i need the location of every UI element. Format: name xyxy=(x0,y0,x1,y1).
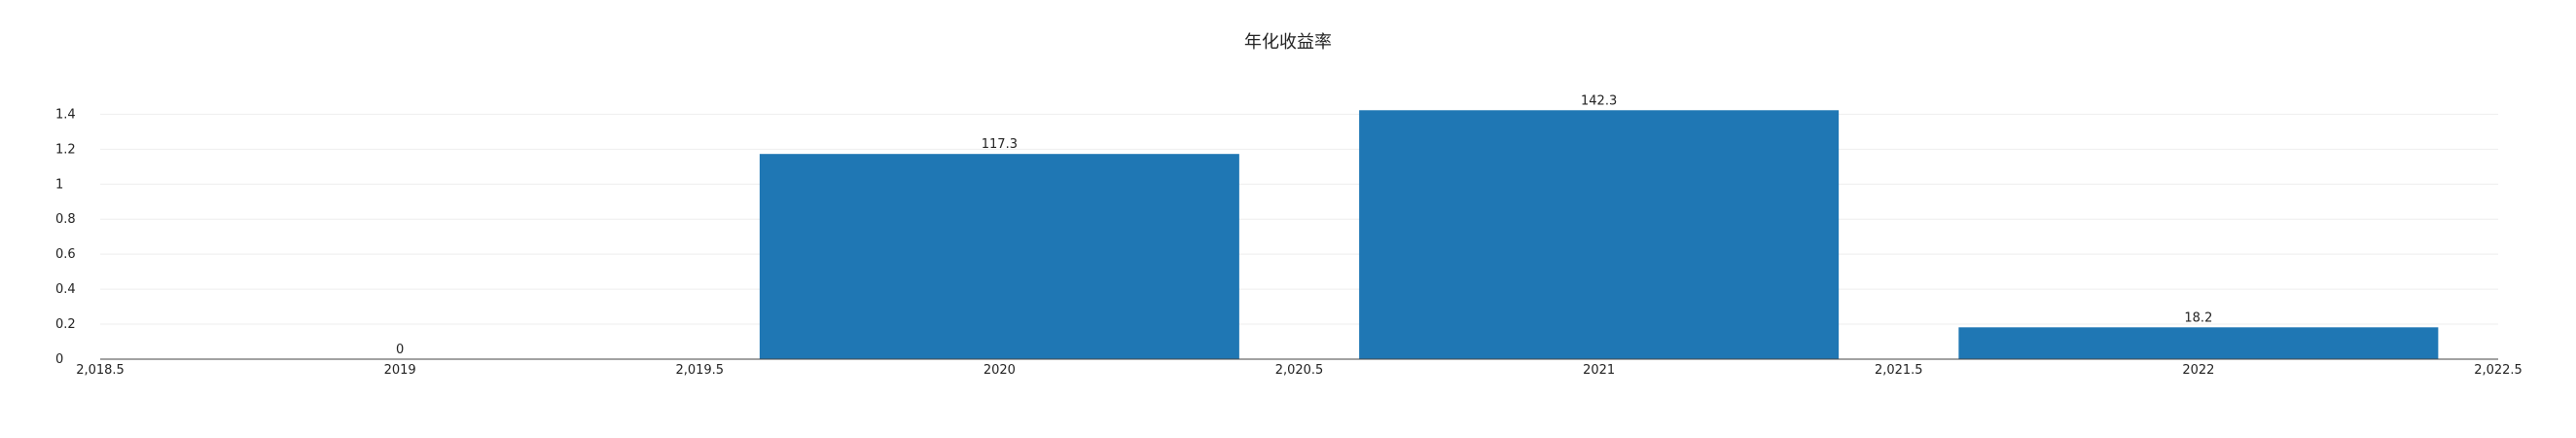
data-labels: 0 117.3 142.3 18.2 xyxy=(396,93,2212,357)
y-tick-label-4: 0.8 xyxy=(55,212,76,227)
x-tick-label-6: 2,021.5 xyxy=(1875,363,1923,378)
y-tick-label-7: 1.4 xyxy=(55,107,76,122)
data-label-2019: 0 xyxy=(396,343,404,357)
x-tick-label-3: 2020 xyxy=(984,363,1016,378)
y-tick-label-1: 0.2 xyxy=(55,317,76,332)
bar-2020 xyxy=(759,154,1239,359)
gridlines xyxy=(100,113,2498,325)
chart-title: 年化收益率 xyxy=(1244,32,1332,53)
y-tick-label-2: 0.4 xyxy=(55,282,76,297)
x-tick-label-7: 2022 xyxy=(2182,363,2214,378)
x-tick-label-4: 2,020.5 xyxy=(1275,363,1324,378)
x-tick-label-5: 2021 xyxy=(1583,363,1615,378)
y-tick-label-3: 0.6 xyxy=(55,247,76,262)
x-tick-label-2: 2,019.5 xyxy=(675,363,724,378)
y-tick-label-6: 1.2 xyxy=(55,142,76,157)
y-tick-label-0: 0 xyxy=(55,352,63,367)
x-axis-ticks: 2,018.5 2019 2,019.5 2020 2,020.5 2021 2,021.5… xyxy=(76,363,2522,378)
x-tick-label-8: 2,022.5 xyxy=(2474,363,2522,378)
bar-2022 xyxy=(1958,327,2439,359)
y-tick-label-5: 1 xyxy=(55,177,63,192)
y-axis-ticks: 0 0.2 0.4 0.6 0.8 1 1.2 1.4 xyxy=(55,107,76,367)
x-tick-label-1: 2019 xyxy=(384,363,416,378)
bars xyxy=(759,110,2439,359)
data-label-2021: 142.3 xyxy=(1581,93,1617,108)
bar-2021 xyxy=(1359,110,1840,359)
x-tick-label-0: 2,018.5 xyxy=(76,363,125,378)
data-label-2020: 117.3 xyxy=(982,137,1018,152)
data-label-2022: 18.2 xyxy=(2184,310,2212,325)
